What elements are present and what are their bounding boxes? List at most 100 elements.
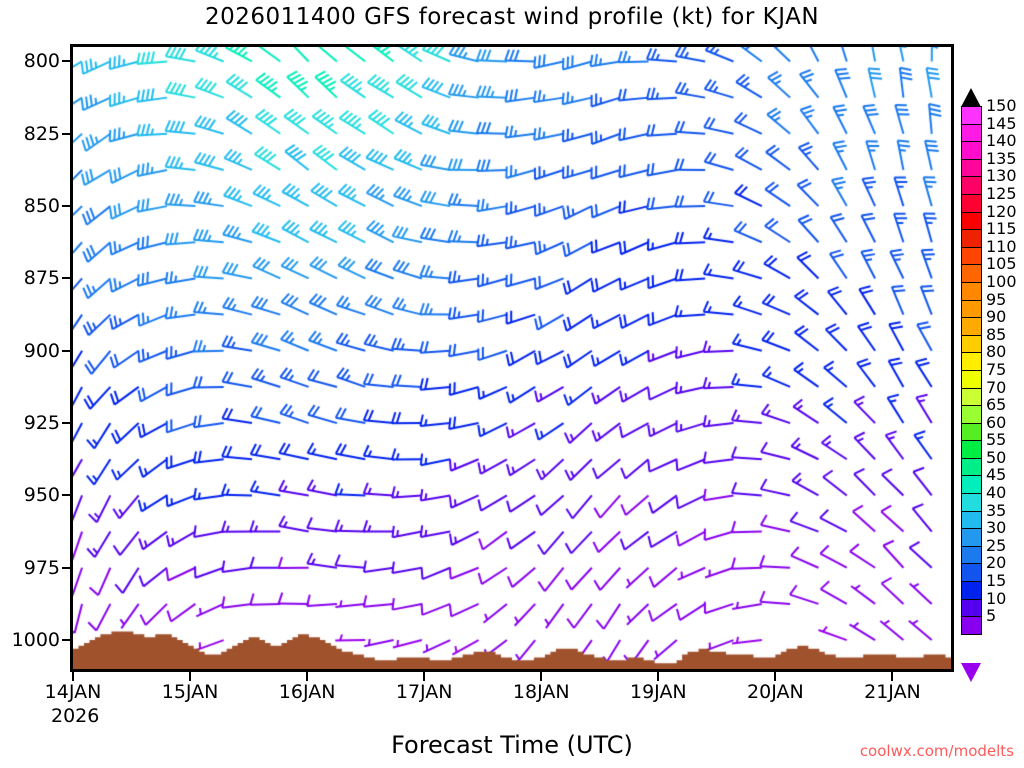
x-axis-tick-mark [72, 672, 74, 681]
colorbar-tick-label: 15 [986, 571, 1007, 591]
terrain-fill-layer [73, 47, 951, 669]
colorbar-swatch: 115 [961, 221, 1017, 248]
y-axis-tick-label: 950 [23, 484, 60, 507]
x-axis-year-label: 2026 [51, 705, 100, 727]
colorbar-swatch: 55 [961, 432, 1006, 459]
colorbar-tick-label: 90 [986, 307, 1007, 327]
credit-link[interactable]: coolwx.com/modelts [859, 742, 1014, 760]
x-axis-tick-label: 19JAN [629, 681, 687, 703]
x-axis-tick-mark [774, 672, 777, 681]
colorbar-swatch: 110 [961, 238, 1017, 266]
y-axis-tick-mark [62, 422, 70, 425]
colorbar-swatch: 75 [961, 361, 1006, 389]
y-axis-tick-label: 975 [23, 556, 60, 579]
colorbar-swatch: 30 [961, 520, 1006, 547]
colorbar-cap-top-icon [961, 88, 981, 107]
x-axis-tick-label: 20JAN [747, 681, 804, 703]
colorbar-swatch: 145 [961, 115, 1017, 143]
colorbar-swatch: 40 [961, 485, 1006, 512]
colorbar-swatch: 95 [961, 291, 1006, 319]
colorbar-swatch: 125 [961, 185, 1017, 213]
y-axis-tick-mark [62, 132, 70, 135]
colorbar-tick-label: 20 [986, 553, 1007, 573]
colorbar-tick-label: 5 [986, 606, 997, 626]
colorbar-tick-label: 95 [986, 289, 1007, 309]
colorbar-swatch: 140 [961, 133, 1017, 160]
colorbar-tick-label: 40 [986, 483, 1007, 503]
colorbar-swatch: 65 [961, 397, 1006, 424]
x-axis-tick-label: 21JAN [864, 681, 921, 703]
x-axis-tick-mark [657, 672, 660, 681]
x-axis-tick-mark [540, 672, 543, 681]
colorbar-swatch: 90 [961, 309, 1006, 336]
y-axis-tick-mark [62, 277, 70, 280]
y-axis-tick-label: 1000 [11, 629, 60, 652]
colorbar-swatch: 120 [961, 203, 1017, 231]
colorbar-tick-label: 105 [986, 254, 1017, 274]
page-title: 2026011400 GFS forecast wind profile (kt… [204, 4, 820, 30]
plot-area[interactable] [70, 44, 954, 672]
colorbar-tick-label: 50 [986, 447, 1007, 467]
colorbar-tick-label: 65 [986, 395, 1007, 415]
colorbar-swatch: 150 [961, 98, 1017, 125]
colorbar-swatch: 105 [961, 256, 1017, 283]
colorbar-tick-label: 10 [986, 588, 1007, 608]
y-axis-tick-label: 925 [23, 412, 60, 435]
x-axis-tick-mark [423, 672, 426, 681]
x-axis-tick-mark [189, 672, 192, 681]
colorbar-swatch: 135 [961, 150, 1017, 178]
colorbar-swatch: 5 [961, 608, 996, 635]
colorbar-swatch: 130 [961, 168, 1017, 195]
colorbar-tick-label: 120 [986, 201, 1017, 221]
colorbar-tick-label: 130 [986, 166, 1017, 186]
y-axis-tick-label: 800 [23, 50, 60, 73]
colorbar-tick-label: 125 [986, 183, 1017, 203]
colorbar-tick-label: 110 [986, 236, 1017, 256]
colorbar-tick-label: 135 [986, 148, 1017, 168]
colorbar-tick-label: 75 [986, 359, 1007, 379]
colorbar-tick-label: 115 [986, 219, 1017, 239]
colorbar-swatch: 50 [961, 449, 1006, 477]
colorbar-cap-bottom-icon [961, 663, 981, 682]
x-axis-tick-label: 15JAN [161, 681, 219, 703]
colorbar-tick-label: 85 [986, 324, 1007, 344]
y-axis-tick-mark [62, 60, 70, 63]
colorbar-tick-label: 45 [986, 465, 1007, 485]
colorbar-swatch: 35 [961, 502, 1006, 530]
y-axis-tick-label: 825 [23, 122, 60, 145]
y-axis-tick-mark [62, 205, 70, 208]
y-axis-tick-label: 900 [23, 339, 60, 362]
colorbar-tick-label: 140 [986, 131, 1017, 151]
x-axis-title: Forecast Time (UTC) [391, 731, 633, 759]
x-axis-tick-label: 16JAN [278, 681, 336, 703]
x-axis-tick-label: 14JAN [44, 681, 102, 703]
colorbar-tick-label: 70 [986, 377, 1007, 397]
colorbar-tick-label: 55 [986, 430, 1007, 450]
colorbar-swatch: 45 [961, 467, 1006, 495]
y-axis-tick-mark [62, 566, 70, 569]
colorbar-swatch: 80 [961, 344, 1006, 371]
colorbar-swatch: 25 [961, 537, 1006, 565]
colorbar-tick-label: 80 [986, 342, 1007, 362]
x-axis-tick-label: 18JAN [512, 681, 570, 703]
colorbar-swatch: 70 [961, 379, 1006, 407]
y-axis-labels: 800 825 850 875 900 925 950 975 1000 [0, 0, 60, 768]
colorbar-tick-label: 150 [986, 96, 1017, 115]
colorbar-swatch: 10 [961, 590, 1006, 618]
colorbar-swatch: 15 [961, 573, 1006, 600]
colorbar-tick-label: 145 [986, 113, 1017, 133]
colorbar-tick-label: 60 [986, 412, 1007, 432]
y-axis-tick-label: 850 [23, 195, 60, 218]
y-axis-tick-label: 875 [23, 267, 60, 290]
y-axis-tick-mark [62, 349, 70, 352]
x-axis-tick-label: 17JAN [395, 681, 453, 703]
colorbar-tick-label: 25 [986, 535, 1007, 555]
colorbar-swatch: 60 [961, 414, 1006, 442]
colorbar-tick-label: 100 [986, 271, 1017, 291]
colorbar-swatches: 150 145 140 135 130 125 120 115 110 105 100 95 90 85 8… [961, 98, 1017, 635]
x-axis-tick-mark [306, 672, 309, 681]
colorbar-swatch: 85 [961, 326, 1006, 354]
colorbar-swatch: 20 [961, 555, 1006, 583]
colorbar-swatch: 100 [961, 273, 1017, 301]
y-axis-tick-mark [62, 494, 70, 497]
